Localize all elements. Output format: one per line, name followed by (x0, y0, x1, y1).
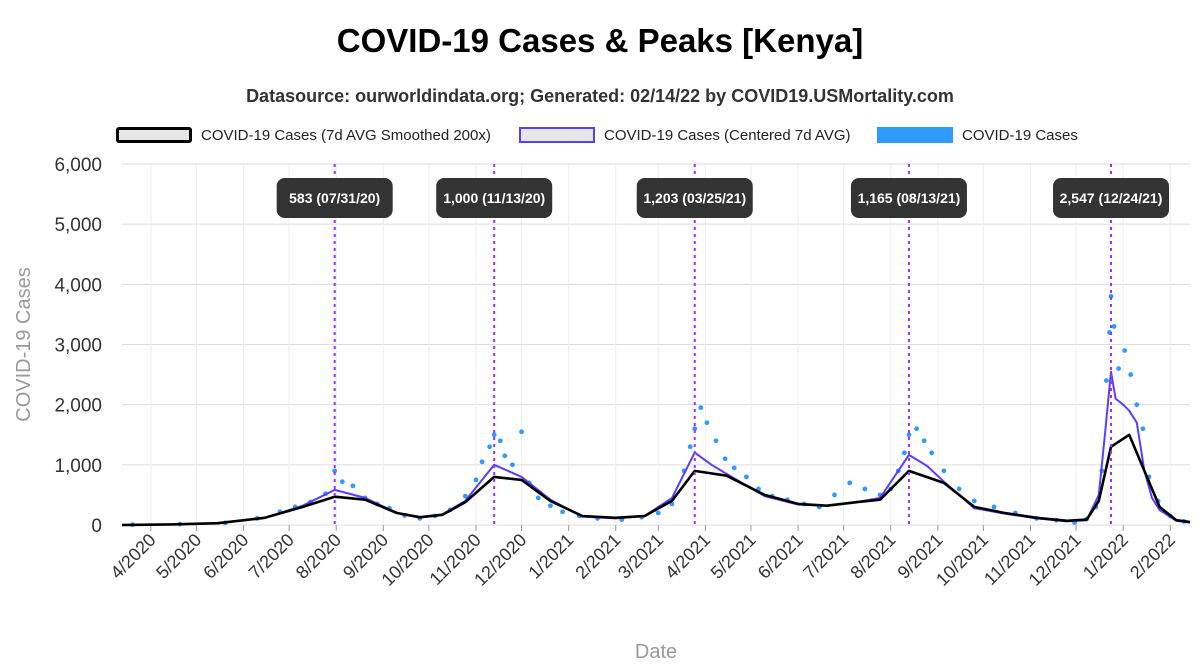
x-tick-label: 4/2020 (107, 530, 160, 583)
case-point (535, 495, 541, 501)
centered-avg-line (121, 370, 1191, 526)
case-point (473, 477, 479, 483)
case-point (1140, 426, 1146, 432)
y-tick-label: 5,000 (54, 215, 102, 236)
legend-item-centered: COVID-19 Cases (Centered 7d AVG) (519, 124, 851, 146)
y-tick-label: 0 (91, 516, 102, 537)
case-point (1116, 366, 1121, 371)
case-point (862, 486, 868, 492)
case-point (906, 432, 912, 438)
x-tick-label: 7/2020 (245, 530, 298, 583)
legend-swatch-smoothed (116, 127, 192, 143)
case-point (914, 426, 919, 432)
x-tick-label: 3/2021 (614, 530, 667, 583)
case-point (487, 444, 493, 450)
case-point (722, 456, 728, 462)
x-tick-label: 4/2021 (661, 530, 714, 583)
case-point (731, 465, 737, 471)
case-point (921, 438, 927, 444)
legend-item-smoothed: COVID-19 Cases (7d AVG Smoothed 200x) (116, 124, 491, 146)
y-tick-label: 6,000 (54, 155, 102, 176)
y-tick-label: 4,000 (54, 275, 102, 296)
y-tick-label: 2,000 (54, 396, 102, 417)
case-point (479, 459, 485, 465)
chart-legend: COVID-19 Cases (7d AVG Smoothed 200x) CO… (0, 124, 1200, 148)
case-point (698, 405, 704, 411)
x-tick-label: 8/2020 (292, 530, 345, 583)
peak-label: 1,000 (11/13/20) (443, 190, 545, 206)
case-point (491, 432, 497, 438)
chart-subtitle: Datasource: ourworldindata.org; Generate… (246, 86, 954, 106)
case-point (1111, 324, 1117, 329)
x-tick-label: 5/2020 (152, 530, 205, 583)
peak-label: 1,203 (03/25/21) (643, 190, 746, 206)
x-tick-label: 6/2021 (754, 530, 807, 583)
case-point (1108, 293, 1114, 299)
y-tick-label: 1,000 (54, 456, 102, 477)
case-point (339, 479, 345, 485)
case-point (350, 483, 356, 489)
peak-label-box (436, 178, 553, 218)
peak-label: 583 (07/31/20) (289, 190, 380, 206)
x-tick-label: 2/2022 (1126, 530, 1179, 583)
x-tick-label: 1/2022 (1079, 530, 1132, 583)
case-point (1134, 402, 1140, 408)
case-point (510, 462, 515, 468)
case-point (956, 486, 962, 492)
x-tick-label: 1/2021 (524, 530, 577, 583)
peak-label: 2,547 (12/24/21) (1060, 190, 1163, 206)
case-point (901, 450, 907, 456)
legend-label-centered: COVID-19 Cases (Centered 7d AVG) (604, 126, 851, 144)
case-point (687, 444, 693, 450)
case-point (743, 474, 749, 480)
case-point (692, 426, 698, 432)
x-tick-label: 8/2021 (846, 530, 899, 583)
case-point (713, 438, 719, 444)
x-tick-label: 2/2021 (571, 530, 624, 583)
peak-label-box (1053, 178, 1170, 218)
case-point (1104, 378, 1109, 383)
case-point (560, 509, 565, 515)
case-point (497, 438, 503, 444)
case-point (941, 468, 947, 474)
case-point (929, 450, 935, 456)
case-point (655, 510, 661, 516)
case-point (704, 420, 710, 426)
peak-label-box (850, 178, 967, 218)
y-axis-title: COVID-19 Cases (13, 267, 35, 422)
peak-label-box (636, 178, 753, 218)
case-point (1122, 348, 1128, 353)
peak-label: 1,165 (08/13/21) (858, 190, 961, 206)
peak-label-box (276, 178, 393, 218)
legend-label-smoothed: COVID-19 Cases (7d AVG Smoothed 200x) (201, 126, 491, 144)
y-tick-label: 3,000 (54, 336, 102, 357)
case-point (847, 480, 853, 486)
case-point (971, 498, 977, 504)
case-point (548, 503, 553, 509)
case-point (332, 468, 338, 474)
smoothed-avg-line (121, 433, 1191, 527)
case-point (1128, 372, 1134, 377)
x-tick-label: 6/2020 (199, 530, 252, 583)
x-axis-title: Date (635, 641, 677, 663)
x-tick-label: 5/2021 (707, 530, 760, 583)
legend-swatch-cases (877, 127, 953, 143)
legend-swatch-centered (519, 127, 595, 143)
case-point (991, 504, 997, 510)
legend-item-cases: COVID-19 Cases (877, 124, 1078, 146)
case-point (832, 492, 837, 498)
case-point (502, 453, 508, 459)
chart-title: COVID-19 Cases & Peaks [Kenya] (336, 22, 864, 59)
x-tick-label: 7/2021 (799, 530, 852, 583)
case-point (462, 493, 468, 499)
case-point (519, 429, 524, 435)
legend-label-cases: COVID-19 Cases (962, 126, 1078, 144)
